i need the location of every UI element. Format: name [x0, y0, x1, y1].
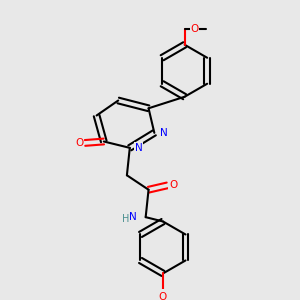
Text: O: O [75, 138, 83, 148]
Text: N: N [160, 128, 167, 138]
Text: O: O [190, 24, 199, 34]
Text: O: O [159, 292, 167, 300]
Text: H: H [122, 214, 129, 224]
Text: N: N [129, 212, 137, 222]
Text: O: O [169, 180, 177, 190]
Text: N: N [135, 143, 143, 153]
